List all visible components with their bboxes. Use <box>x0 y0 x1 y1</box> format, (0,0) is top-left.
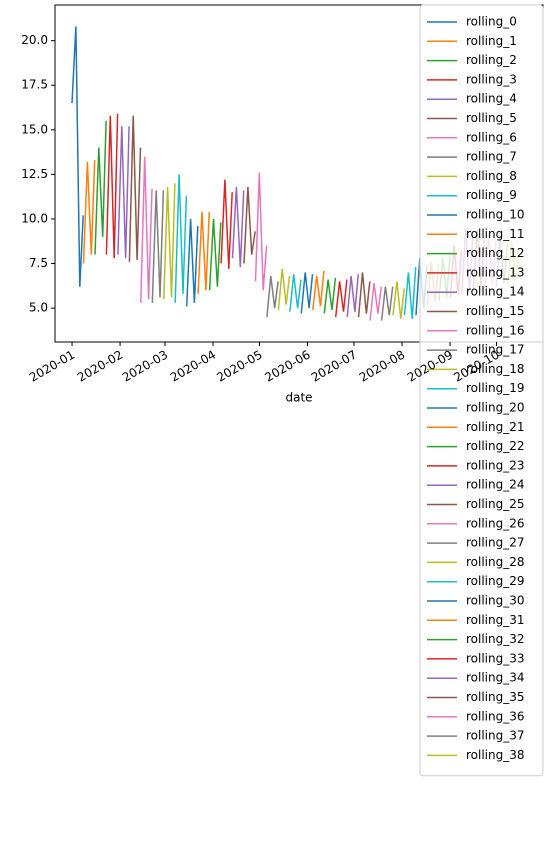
legend-label: rolling_15 <box>466 304 525 318</box>
legend-label: rolling_18 <box>466 362 525 376</box>
legend-label: rolling_1 <box>466 34 517 48</box>
legend-label: rolling_0 <box>466 15 517 29</box>
legend-label: rolling_7 <box>466 150 517 164</box>
series-line <box>277 268 291 310</box>
legend-label: rolling_6 <box>466 130 517 144</box>
y-tick-label: 12.5 <box>21 167 48 181</box>
series-line <box>380 286 394 321</box>
legend-label: rolling_29 <box>466 574 525 588</box>
legend-label: rolling_24 <box>466 478 525 492</box>
legend-label: rolling_22 <box>466 439 525 453</box>
legend-label: rolling_25 <box>466 497 525 511</box>
series-line <box>357 272 371 318</box>
series-line <box>300 272 314 314</box>
series-line <box>254 172 268 291</box>
y-tick-label: 7.5 <box>29 256 48 270</box>
series-line <box>369 283 383 321</box>
series-line <box>312 270 325 310</box>
series-line <box>334 279 348 318</box>
legend-label: rolling_8 <box>466 169 517 183</box>
x-axis-label: date <box>285 391 312 405</box>
legend-label: rolling_13 <box>466 265 525 279</box>
series-line <box>128 115 142 262</box>
series-line <box>185 218 199 307</box>
series-line <box>392 281 405 319</box>
series-line <box>346 274 360 318</box>
series-line <box>208 218 222 291</box>
legend-label: rolling_5 <box>466 111 517 125</box>
y-tick-label: 17.5 <box>21 78 48 92</box>
legend-label: rolling_3 <box>466 72 517 86</box>
y-tick-label: 15.0 <box>21 122 48 136</box>
series-line <box>174 174 188 303</box>
legend-label: rolling_17 <box>466 343 525 357</box>
series-line <box>220 179 233 269</box>
legend-label: rolling_31 <box>466 613 525 627</box>
legend-label: rolling_9 <box>466 188 517 202</box>
legend-label: rolling_36 <box>466 709 525 723</box>
legend-label: rolling_30 <box>466 594 525 608</box>
series-line <box>403 267 417 319</box>
legend-label: rolling_27 <box>466 536 525 550</box>
legend-label: rolling_35 <box>466 690 525 704</box>
legend-label: rolling_19 <box>466 381 525 395</box>
series-line <box>105 113 119 259</box>
series-line <box>140 156 153 303</box>
legend-label: rolling_14 <box>466 285 525 299</box>
legend-label: rolling_32 <box>466 632 525 646</box>
series-line <box>94 120 107 255</box>
legend: rolling_0 rolling_1 rolling_2 rolling_3roll… <box>419 4 544 777</box>
series-line <box>231 186 245 268</box>
series-line <box>151 190 165 303</box>
legend-label: rolling_2 <box>466 53 517 67</box>
legend-label: rolling_38 <box>466 748 525 762</box>
legend-label: rolling_10 <box>466 208 525 222</box>
legend-box <box>419 4 544 777</box>
series-line <box>243 186 256 264</box>
y-tick-label: 20.0 <box>21 33 48 47</box>
legend-label: rolling_34 <box>466 671 525 685</box>
legend-label: rolling_21 <box>466 420 525 434</box>
y-tick-label: 5.0 <box>29 301 48 315</box>
y-tick-label: 10.0 <box>21 211 48 225</box>
series-line <box>266 275 279 318</box>
series-line <box>289 274 302 312</box>
series-line <box>163 183 176 300</box>
series-line <box>82 160 96 264</box>
legend-label: rolling_12 <box>466 246 525 260</box>
series-line <box>197 211 211 294</box>
legend-label: rolling_26 <box>466 516 525 530</box>
legend-label: rolling_37 <box>466 729 525 743</box>
legend-label: rolling_23 <box>466 458 525 472</box>
legend-label: rolling_11 <box>466 227 525 241</box>
legend-label: rolling_33 <box>466 651 525 665</box>
legend-label: rolling_28 <box>466 555 525 569</box>
series-line <box>323 277 337 314</box>
series-line <box>117 126 130 259</box>
legend-label: rolling_20 <box>466 401 525 415</box>
legend-label: rolling_16 <box>466 323 525 337</box>
legend-label: rolling_4 <box>466 92 517 106</box>
series-line <box>71 26 84 287</box>
